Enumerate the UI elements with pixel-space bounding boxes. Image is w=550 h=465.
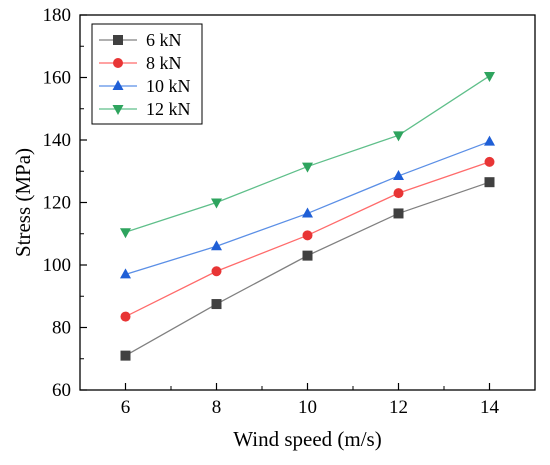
x-tick-label: 10	[298, 397, 317, 418]
legend-marker	[112, 105, 124, 115]
x-axis-title: Wind speed (m/s)	[233, 427, 381, 451]
y-tick-label: 100	[43, 255, 72, 276]
series-6-kn	[120, 177, 495, 361]
legend-label: 12 kN	[146, 99, 191, 119]
data-point	[120, 350, 131, 361]
y-tick-label: 80	[52, 318, 71, 339]
data-point	[484, 71, 495, 82]
legend-marker	[113, 35, 123, 45]
legend-label: 8 kN	[146, 53, 182, 73]
data-point	[484, 135, 495, 146]
legend-marker	[112, 80, 124, 90]
x-tick-label: 12	[389, 397, 408, 418]
y-axis-title: Stress (MPa)	[11, 148, 35, 257]
data-point	[211, 266, 222, 277]
data-point	[393, 188, 404, 199]
x-tick-label: 14	[480, 397, 500, 418]
y-tick-label: 120	[43, 193, 72, 214]
data-point	[393, 208, 404, 219]
data-point	[302, 162, 313, 173]
legend-label: 10 kN	[146, 76, 191, 96]
plot-marks	[120, 71, 495, 361]
legend-item: 6 kN	[99, 30, 182, 50]
legend: 6 kN 8 kN 10 kN 12 kN	[91, 23, 203, 125]
series-10-kn	[120, 135, 495, 279]
x-tick-label: 8	[212, 397, 222, 418]
data-point	[302, 250, 313, 261]
data-point	[211, 240, 222, 251]
data-point	[393, 131, 404, 142]
legend-item: 8 kN	[99, 53, 182, 73]
data-point	[120, 228, 131, 239]
legend-item: 10 kN	[99, 76, 191, 96]
data-point	[120, 311, 131, 322]
legend-item: 12 kN	[99, 99, 191, 119]
y-axis: 60 80 100 120 140 160 180	[43, 5, 87, 401]
y-tick-label: 180	[43, 5, 72, 26]
series-12-kn	[120, 71, 495, 239]
data-point	[211, 198, 222, 209]
y-tick-label: 140	[43, 130, 72, 151]
data-point	[120, 268, 131, 279]
legend-marker	[113, 58, 123, 68]
legend-box	[91, 23, 203, 125]
y-tick-label: 60	[52, 380, 71, 401]
data-point	[211, 299, 222, 310]
data-point	[302, 230, 313, 241]
data-point	[484, 177, 495, 188]
legend-label: 6 kN	[146, 30, 182, 50]
data-point	[393, 169, 404, 180]
data-point	[302, 207, 313, 218]
y-tick-label: 160	[43, 68, 72, 89]
x-axis: 6 8 10 12 14	[79, 383, 536, 418]
data-point	[484, 156, 495, 167]
series-8-kn	[120, 156, 495, 322]
x-tick-label: 6	[121, 397, 131, 418]
